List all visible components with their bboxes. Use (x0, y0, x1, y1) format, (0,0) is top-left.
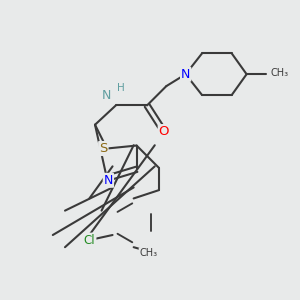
Text: N: N (102, 89, 112, 102)
Text: S: S (99, 142, 107, 155)
Text: N: N (181, 68, 190, 81)
Text: N: N (104, 174, 113, 187)
Text: Cl: Cl (84, 234, 95, 247)
Text: CH₃: CH₃ (140, 248, 158, 258)
Text: O: O (159, 125, 169, 138)
Text: CH₃: CH₃ (270, 68, 289, 78)
Text: H: H (117, 82, 125, 93)
